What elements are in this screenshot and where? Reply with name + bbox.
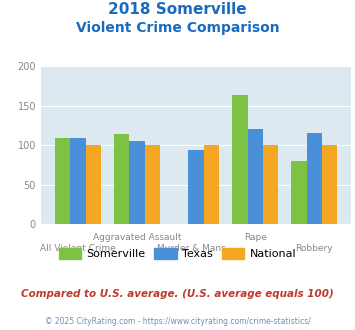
Bar <box>204 145 219 224</box>
Text: Aggravated Assault: Aggravated Assault <box>93 233 181 242</box>
Bar <box>322 145 337 224</box>
Legend: Somerville, Texas, National: Somerville, Texas, National <box>54 244 301 263</box>
Bar <box>247 129 263 224</box>
Bar <box>232 95 247 224</box>
Bar <box>129 141 145 224</box>
Text: 2018 Somerville: 2018 Somerville <box>108 2 247 16</box>
Bar <box>114 134 129 224</box>
Bar <box>145 145 160 224</box>
Text: Compared to U.S. average. (U.S. average equals 100): Compared to U.S. average. (U.S. average … <box>21 289 334 299</box>
Bar <box>307 133 322 224</box>
Text: © 2025 CityRating.com - https://www.cityrating.com/crime-statistics/: © 2025 CityRating.com - https://www.city… <box>45 317 310 326</box>
Text: Rape: Rape <box>244 233 267 242</box>
Text: Murder & Mans...: Murder & Mans... <box>158 244 235 253</box>
Bar <box>86 145 101 224</box>
Bar <box>70 138 86 224</box>
Bar <box>55 138 70 224</box>
Bar <box>189 150 204 224</box>
Text: All Violent Crime: All Violent Crime <box>40 244 116 253</box>
Text: Robbery: Robbery <box>295 244 333 253</box>
Text: Violent Crime Comparison: Violent Crime Comparison <box>76 21 279 35</box>
Bar <box>291 161 307 224</box>
Bar <box>263 145 278 224</box>
